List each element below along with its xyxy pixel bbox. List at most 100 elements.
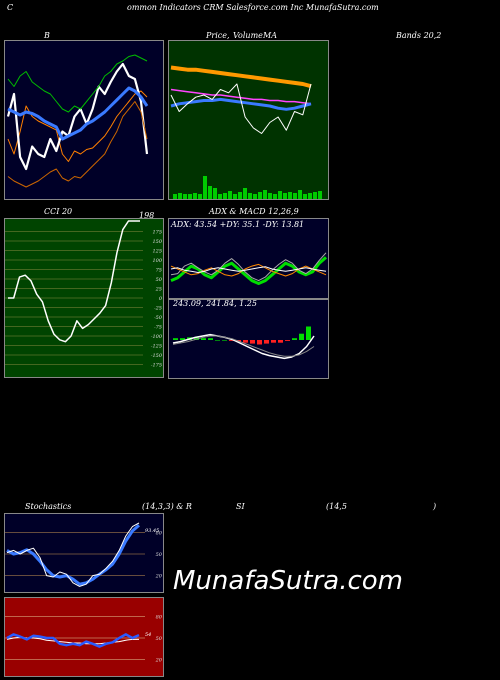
stochastics-panel: 80 50 20 93.45 <box>4 513 164 593</box>
bollinger-panel <box>4 40 164 200</box>
cci-tick-label: -75 <box>154 325 162 331</box>
label-cci-value: 198 <box>139 211 155 220</box>
volume-bar <box>198 194 202 199</box>
cci-panel: 175 150 125 100 75 50 25 0 -25 -50 -75 -100 -125 -150… <box>4 218 164 378</box>
macd-histogram-bar <box>292 338 297 340</box>
label-stoch-c: SI <box>236 502 245 511</box>
macd-histogram-bar <box>222 340 227 341</box>
cci-tick-label: -50 <box>154 315 163 321</box>
label-stoch-a: Stochastics <box>25 502 72 511</box>
rsi-tick-label: 50 <box>156 636 163 642</box>
rsi-chart: 80 50 20 54 <box>5 614 163 664</box>
bollinger-series-4 <box>7 101 148 188</box>
cci-chart: 175 150 125 100 75 50 25 0 -25 -50 -75 -100 -125 -150… <box>5 220 163 369</box>
header-title: ommon Indicators CRM Salesforce.com Inc … <box>127 3 379 12</box>
cci-tick-label: 25 <box>155 287 162 293</box>
cci-line <box>8 220 140 343</box>
adx-series-4 <box>170 266 327 273</box>
volume-bar <box>308 193 312 199</box>
volume-bar <box>188 194 192 199</box>
bollinger-series-5 <box>7 54 148 113</box>
macd-histogram-bar <box>278 340 283 343</box>
adx-series-2 <box>170 252 327 282</box>
macd-histogram-bar <box>208 338 213 340</box>
volume-bar <box>223 193 227 199</box>
macd-histogram-bar <box>299 333 304 340</box>
stochastics-chart: 80 50 20 93.45 <box>5 522 163 587</box>
bollinger-series-1 <box>7 90 148 162</box>
label-adx-values: ADX: 43.54 +DY: 35.1 -DY: 13.81 <box>171 220 305 229</box>
price-series-1 <box>170 65 312 89</box>
label-cci: CCI 20 <box>44 207 73 216</box>
price-series-4 <box>170 83 312 134</box>
volume-bar <box>303 194 307 199</box>
label-stoch-b: (14,3,3) & R <box>142 502 192 511</box>
header-c: C <box>7 3 14 12</box>
adx-series-1 <box>170 256 327 285</box>
watermark: MunafaSutra.com <box>173 566 404 596</box>
cci-tick-label: 175 <box>152 230 162 236</box>
stoch-tick-label: 20 <box>155 574 163 580</box>
volume-bar <box>243 188 247 199</box>
adx-chart <box>170 252 327 285</box>
volume-bar <box>183 194 187 199</box>
cci-tick-label: -175 <box>151 363 162 369</box>
cci-tick-label: 50 <box>156 277 163 283</box>
rsi-tick-label: 20 <box>155 658 163 664</box>
volume-bar <box>218 194 222 199</box>
volume-bar <box>278 191 282 199</box>
label-bands: Bands 20,2 <box>396 31 442 40</box>
macd-histogram-bar <box>285 340 290 341</box>
rsi-tick-label: 80 <box>156 614 163 620</box>
volume-bar <box>293 193 297 199</box>
volume-bar <box>238 192 242 199</box>
cci-tick-label: -25 <box>154 306 162 312</box>
bollinger-chart <box>6 54 149 188</box>
volume-bar <box>178 193 182 199</box>
stoch-value-label: 93.45 <box>145 528 159 534</box>
macd-histogram-bar <box>243 340 248 343</box>
volume-bar <box>273 194 277 199</box>
volume-bar <box>228 191 232 199</box>
price-series-2 <box>170 88 312 105</box>
macd-histogram-bar <box>180 338 185 340</box>
volume-bar <box>253 194 257 199</box>
volume-bar <box>173 194 177 199</box>
volume-bar <box>283 193 287 199</box>
volume-bar <box>288 192 292 199</box>
macd-histogram-bar <box>271 340 276 343</box>
volume-bar <box>268 193 272 199</box>
cci-tick-label: 0 <box>159 296 163 302</box>
label-adx-title: ADX & MACD 12,26,9 <box>209 207 299 216</box>
price-ma-chart <box>170 65 322 199</box>
macd-line <box>172 333 315 360</box>
volume-bar <box>233 194 237 199</box>
macd-histogram-bar <box>173 338 178 340</box>
volume-bar <box>203 176 207 199</box>
bollinger-series-2 <box>6 62 149 171</box>
macd-histogram-bar <box>229 340 234 341</box>
macd-chart <box>172 326 315 360</box>
cci-tick-label: -150 <box>151 353 163 359</box>
rsi-line <box>6 633 140 648</box>
label-volume: Volume <box>233 31 263 40</box>
volume-bar <box>318 191 322 199</box>
label-stoch-e: ) <box>433 502 437 511</box>
volume-bar <box>248 193 252 199</box>
cci-tick-label: -100 <box>151 334 163 340</box>
stoch-series-d <box>6 524 140 586</box>
rsi-panel: 80 50 20 54 <box>4 597 164 677</box>
macd-histogram-bar <box>201 338 206 340</box>
label-ma: MA <box>263 31 277 40</box>
cci-tick-label: 100 <box>152 258 162 264</box>
volume-bar <box>313 192 317 199</box>
macd-histogram-bar <box>250 340 255 344</box>
rsi-value-label: 54 <box>145 632 151 638</box>
stoch-tick-label: 80 <box>156 530 163 536</box>
macd-histogram-bar <box>215 340 220 341</box>
macd-panel <box>168 299 329 379</box>
volume-bar <box>213 188 217 199</box>
cci-tick-label: -125 <box>151 344 162 350</box>
macd-histogram-bar <box>257 340 262 345</box>
bollinger-series-3 <box>7 86 149 141</box>
